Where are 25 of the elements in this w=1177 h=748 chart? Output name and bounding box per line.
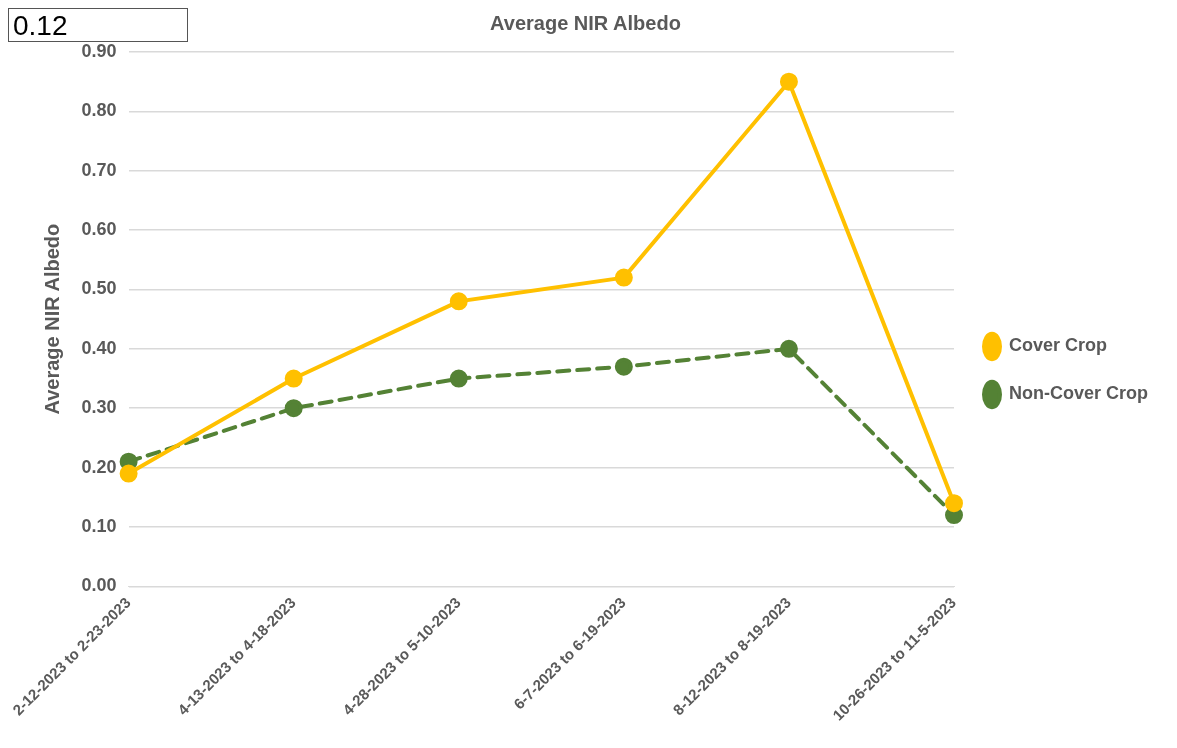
y-tick-label: 0.70	[81, 159, 117, 180]
point	[449, 369, 468, 388]
point	[614, 268, 633, 287]
y-tick-label: 0.20	[81, 456, 117, 477]
y-tick-label: 0.30	[81, 397, 117, 418]
y-tick-label: 0.00	[81, 575, 117, 596]
point	[284, 369, 303, 388]
y-tick-label: 0.90	[81, 40, 117, 61]
point	[779, 72, 798, 91]
point	[614, 357, 633, 376]
y-tick-label: 0.60	[81, 219, 117, 240]
y-tick-label: 0.80	[81, 100, 117, 121]
y-axis-title: Average NIR Albedo	[41, 223, 64, 415]
point	[449, 292, 468, 311]
point	[779, 339, 798, 358]
point	[945, 494, 963, 513]
legend-label: Cover Crop	[1009, 335, 1108, 356]
y-tick-label: 0.40	[81, 337, 117, 358]
y-tick-label: 0.50	[81, 278, 117, 299]
text: 0.12	[8, 8, 188, 42]
legend-label: Non-Cover Crop	[1009, 383, 1148, 404]
point	[284, 399, 303, 418]
chart-title: Average NIR Albedo	[490, 11, 681, 34]
y-tick-label: 0.10	[81, 515, 117, 536]
point	[119, 464, 138, 483]
